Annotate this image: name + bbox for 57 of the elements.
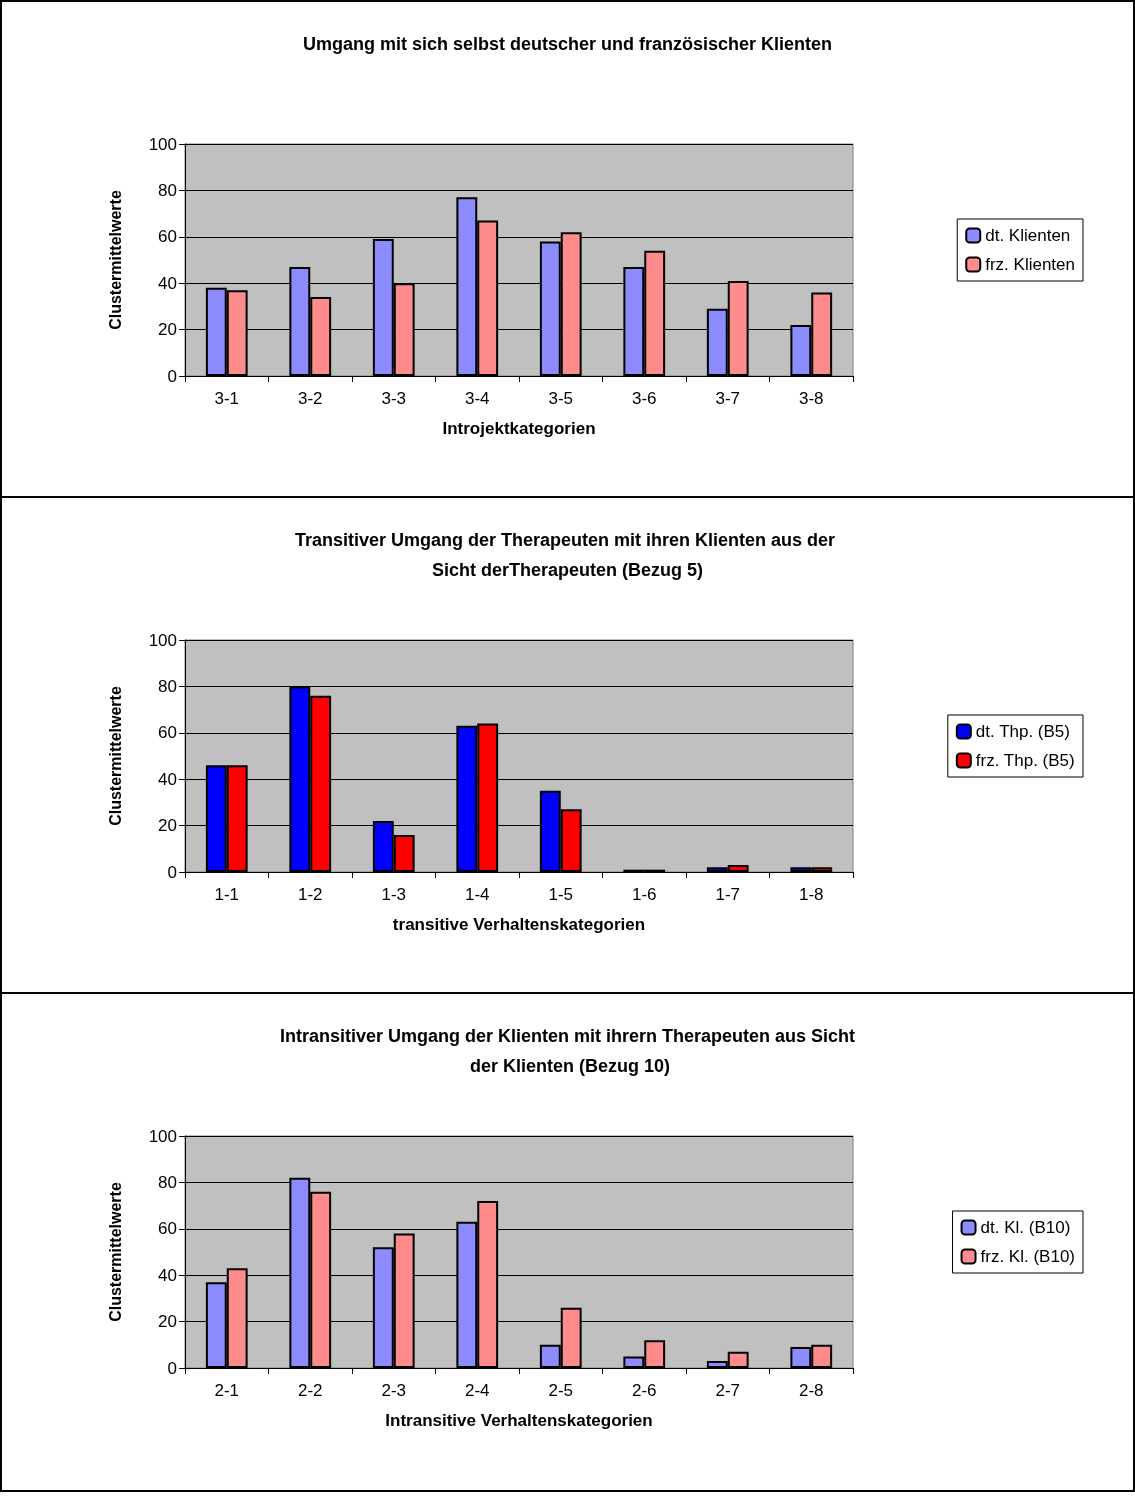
y-tick-label: 0 [167, 366, 177, 386]
y-tick-label: 40 [158, 769, 177, 789]
x-tick-label: 3-1 [214, 389, 240, 408]
y-tick-label: 0 [167, 1358, 177, 1378]
y-tick-label: 60 [158, 227, 177, 247]
x-tick-label: 2-4 [464, 1381, 490, 1400]
y-tick-label: 80 [158, 180, 177, 200]
x-tick-label: 3-5 [548, 389, 574, 408]
y-tick-label: 80 [158, 1172, 177, 1192]
x-tick-label: 1-2 [297, 885, 323, 904]
y-axis-title: Clustermittelwerte [106, 686, 124, 826]
x-tick-label: 2-1 [214, 1381, 240, 1400]
x-tick-label: 3-6 [631, 389, 657, 408]
y-tick-label: 100 [148, 134, 177, 154]
legend-label: frz. Kl. (B10) [980, 1247, 1076, 1266]
chart-title: Transitiver Umgang der Therapeuten mit ihren Klienten aus der Sicht derTherapeuten (Bezug 5) [294, 530, 841, 580]
x-tick-label: 1-8 [798, 885, 824, 904]
legend-label: dt. Klienten [985, 226, 1071, 245]
x-tick-label: 2-3 [381, 1381, 407, 1400]
x-tick-label: 1-1 [214, 885, 240, 904]
y-axis-title: Clustermittelwerte [106, 1182, 124, 1322]
y-tick-label: 20 [158, 1312, 177, 1332]
legend-label: frz. Klienten [985, 255, 1075, 274]
legend-label: dt. Kl. (B10) [980, 1218, 1071, 1237]
x-tick-label: 1-3 [381, 885, 407, 904]
y-tick-label: 60 [158, 723, 177, 743]
y-tick-label: 20 [158, 320, 177, 340]
x-tick-label: 2-6 [631, 1381, 657, 1400]
x-tick-label: 1-6 [631, 885, 657, 904]
x-tick-label: 1-7 [715, 885, 741, 904]
x-tick-label: 2-7 [715, 1381, 741, 1400]
y-tick-label: 80 [158, 676, 177, 696]
x-tick-label: 3-7 [715, 389, 741, 408]
x-axis-title: Intransitive Verhaltenskategorien [385, 1411, 653, 1430]
legend-label: frz. Thp. (B5) [975, 751, 1075, 770]
x-tick-label: 1-5 [548, 885, 574, 904]
x-tick-label: 1-4 [464, 885, 490, 904]
legend-label: dt. Thp. (B5) [975, 722, 1070, 741]
x-tick-label: 2-2 [297, 1381, 323, 1400]
x-tick-label: 3-8 [798, 389, 824, 408]
x-tick-label: 2-5 [548, 1381, 574, 1400]
x-tick-label: 2-8 [798, 1381, 824, 1400]
y-tick-label: 100 [148, 630, 177, 650]
chart-title: Intransitiver Umgang der Klienten mit ihrern Therapeuten aus Sicht der Klienten (Bezug 10) [279, 1026, 856, 1076]
x-axis-title: transitive Verhaltenskategorien [392, 915, 646, 934]
y-axis-title: Clustermittelwerte [106, 190, 124, 330]
x-tick-label: 3-4 [464, 389, 490, 408]
x-tick-label: 3-2 [297, 389, 323, 408]
chart-title: Umgang mit sich selbst deutscher und französischer Klienten [302, 34, 833, 54]
y-tick-label: 40 [158, 1265, 177, 1285]
y-tick-label: 60 [158, 1219, 177, 1239]
y-tick-label: 0 [167, 862, 177, 882]
x-axis-title: Introjektkategorien [442, 419, 596, 438]
y-tick-label: 40 [158, 273, 177, 293]
x-tick-label: 3-3 [381, 389, 407, 408]
y-tick-label: 20 [158, 816, 177, 836]
y-tick-label: 100 [148, 1126, 177, 1146]
